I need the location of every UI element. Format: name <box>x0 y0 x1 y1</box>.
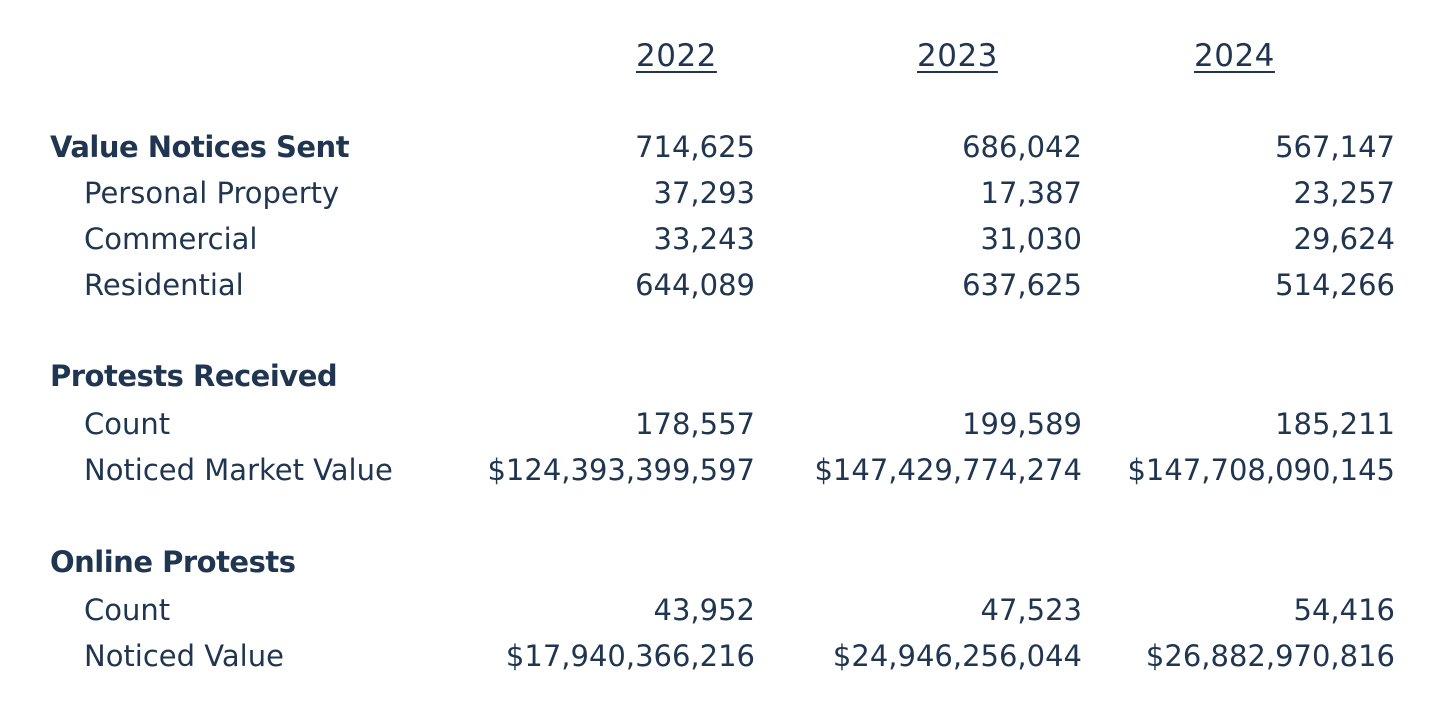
row-label-noticed-market-value: Noticed Market Value <box>84 453 393 487</box>
online-count-2023: 47,523 <box>980 593 1082 627</box>
year-header-2022: 2022 <box>636 38 717 74</box>
value-notices-total-2024: 567,147 <box>1275 130 1395 164</box>
row-label-protests-count: Count <box>84 407 171 441</box>
commercial-2024: 29,624 <box>1293 222 1395 256</box>
section-title-online-protests: Online Protests <box>50 545 296 579</box>
commercial-2022: 33,243 <box>653 222 755 256</box>
noticed-market-value-2024: $147,708,090,145 <box>1127 453 1395 487</box>
section-title-protests-received: Protests Received <box>50 359 338 393</box>
commercial-2023: 31,030 <box>980 222 1082 256</box>
personal-property-2022: 37,293 <box>653 176 755 210</box>
protests-count-2024: 185,211 <box>1275 407 1395 441</box>
noticed-market-value-2022: $124,393,399,597 <box>487 453 755 487</box>
value-notices-total-2023: 686,042 <box>962 130 1082 164</box>
online-count-2024: 54,416 <box>1293 593 1395 627</box>
personal-property-2024: 23,257 <box>1293 176 1395 210</box>
noticed-value-2022: $17,940,366,216 <box>505 639 755 673</box>
online-count-2022: 43,952 <box>653 593 755 627</box>
protests-count-2023: 199,589 <box>962 407 1082 441</box>
value-notices-total-2022: 714,625 <box>635 130 755 164</box>
row-label-online-count: Count <box>84 593 171 627</box>
protests-count-2022: 178,557 <box>635 407 755 441</box>
section-title-value-notices-sent: Value Notices Sent <box>50 130 350 164</box>
personal-property-2023: 17,387 <box>980 176 1082 210</box>
row-label-personal-property: Personal Property <box>84 176 340 210</box>
residential-2022: 644,089 <box>635 268 755 302</box>
noticed-value-2024: $26,882,970,816 <box>1145 639 1395 673</box>
residential-2023: 637,625 <box>962 268 1082 302</box>
residential-2024: 514,266 <box>1275 268 1395 302</box>
year-header-2023: 2023 <box>917 38 998 74</box>
row-label-commercial: Commercial <box>84 222 258 256</box>
row-label-noticed-value: Noticed Value <box>84 639 284 673</box>
noticed-value-2023: $24,946,256,044 <box>832 639 1082 673</box>
row-label-residential: Residential <box>84 268 244 302</box>
noticed-market-value-2023: $147,429,774,274 <box>814 453 1082 487</box>
year-header-2024: 2024 <box>1194 38 1275 74</box>
